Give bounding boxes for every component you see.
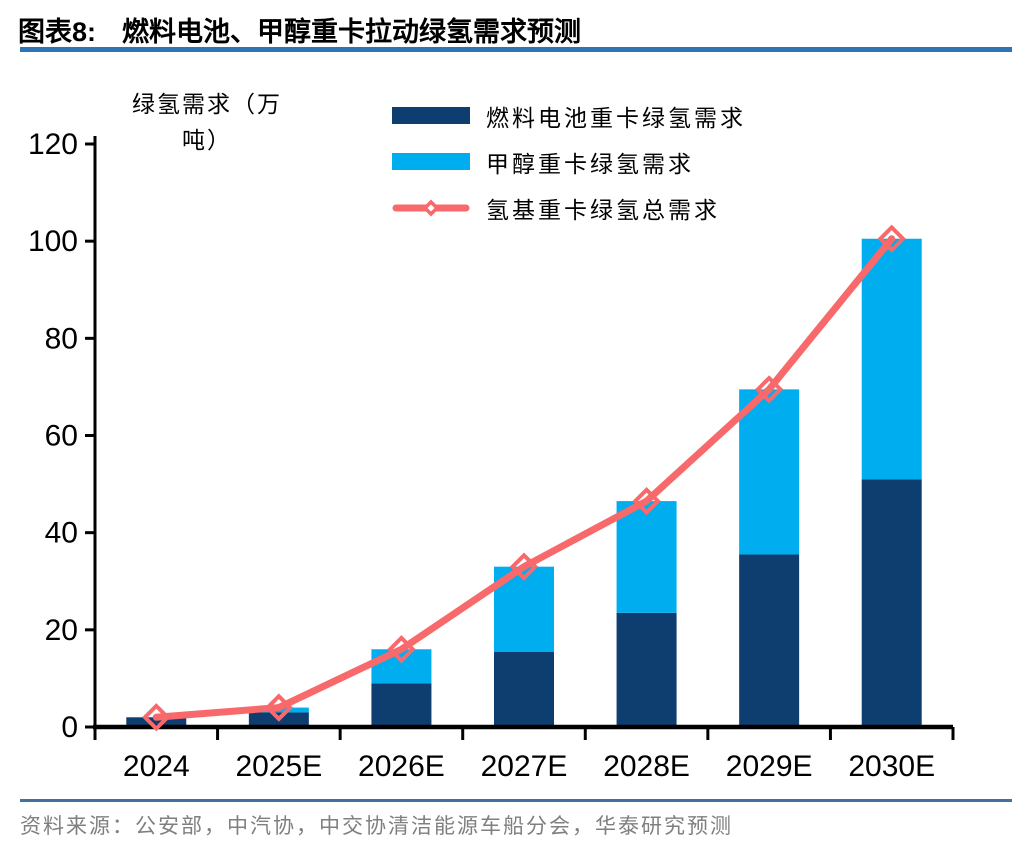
source-divider — [20, 799, 1012, 802]
figure-number: 图表8: — [18, 17, 97, 47]
y-axis-title: 绿氢需求（万 吨） — [112, 86, 302, 158]
chart-legend: 燃料电池重卡绿氢需求 甲醇重卡绿氢需求 氢基重卡绿氢总需求 — [392, 100, 746, 223]
x-category-label: 2030E — [848, 750, 935, 783]
source-note: 资料来源：公安部，中汽协，中交协清洁能源车船分会，华泰研究预测 — [20, 815, 733, 838]
bar-methanol-2029E — [739, 389, 800, 555]
figure-title: 图表8: 燃料电池、甲醇重卡拉动绿氢需求预测 — [18, 10, 1018, 49]
y-tick-label: 100 — [28, 225, 78, 258]
bar-fuel-cell-2024 — [126, 717, 187, 727]
x-category-label: 2027E — [481, 750, 568, 783]
x-category-label: 2024 — [123, 750, 190, 783]
bar-fuel-cell-2026E — [371, 683, 432, 727]
bar-methanol-2026E — [371, 649, 432, 684]
y-tick-label: 0 — [61, 711, 78, 744]
legend-swatch-methanol — [392, 153, 470, 170]
x-category-label: 2025E — [235, 750, 322, 783]
y-tick-label: 20 — [45, 614, 78, 647]
line-marker-2025E — [264, 693, 293, 722]
x-category-label: 2029E — [726, 750, 813, 783]
legend-label-total: 氢基重卡绿氢总需求 — [486, 196, 720, 223]
bar-fuel-cell-2027E — [494, 651, 554, 727]
line-marker-2026E — [387, 635, 416, 664]
line-marker-2027E — [509, 552, 539, 581]
legend-item-total: 氢基重卡绿氢总需求 — [392, 192, 746, 223]
title-divider — [20, 47, 1012, 52]
y-tick-label: 60 — [45, 420, 78, 453]
y-tick-label: 120 — [28, 128, 78, 161]
line-marker-2024 — [142, 703, 171, 732]
x-category-label: 2028E — [603, 750, 690, 783]
legend-label-fuel-cell: 燃料电池重卡绿氢需求 — [486, 104, 746, 131]
legend-label-methanol: 甲醇重卡绿氢需求 — [486, 150, 694, 177]
bar-fuel-cell-2030E — [861, 479, 922, 727]
y-axis-title-line1: 绿氢需求（万 — [132, 91, 282, 117]
x-category-label: 2026E — [358, 750, 445, 783]
line-marker-2028E — [632, 486, 661, 516]
y-tick-label: 40 — [45, 517, 78, 550]
legend-line-marker-icon — [392, 199, 470, 216]
total-demand-line — [152, 235, 896, 721]
legend-item-methanol: 甲醇重卡绿氢需求 — [392, 146, 746, 177]
y-tick-label: 80 — [45, 322, 78, 355]
bar-fuel-cell-2029E — [739, 554, 800, 727]
bar-methanol-2028E — [616, 501, 677, 613]
legend-item-fuel-cell: 燃料电池重卡绿氢需求 — [392, 100, 746, 131]
bar-fuel-cell-2028E — [616, 612, 677, 727]
y-axis-title-line2: 吨） — [182, 127, 232, 153]
line-marker-2030E — [877, 224, 906, 253]
bar-methanol-2030E — [861, 238, 922, 480]
legend-swatch-fuel-cell — [392, 107, 470, 124]
line-marker-2029E — [755, 375, 784, 404]
figure-title-text: 燃料电池、甲醇重卡拉动绿氢需求预测 — [122, 17, 582, 47]
